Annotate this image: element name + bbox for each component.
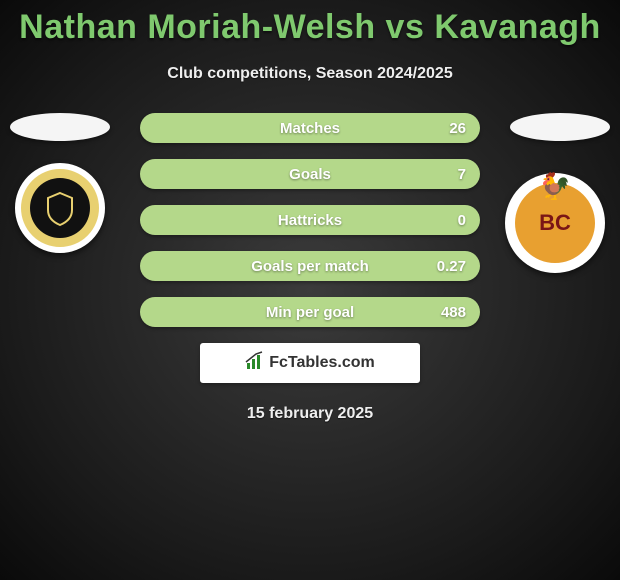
stat-value-right: 488 xyxy=(441,304,466,321)
crest-right-text: BC xyxy=(539,210,571,236)
site-logo: FcTables.com xyxy=(200,343,420,383)
comparison-panel: 🐓 BC Matches 26 Goals 7 Hattricks 0 Goal… xyxy=(0,113,620,327)
stat-row: Goals per match 0.27 xyxy=(140,251,480,281)
player-photo-right xyxy=(510,113,610,141)
stat-row: Matches 26 xyxy=(140,113,480,143)
page-subtitle: Club competitions, Season 2024/2025 xyxy=(0,65,620,83)
chart-icon xyxy=(245,351,265,376)
club-crest-left xyxy=(15,163,105,253)
stat-label: Goals xyxy=(289,166,331,183)
site-logo-text: FcTables.com xyxy=(269,354,375,372)
club-crest-right-inner: 🐓 BC xyxy=(515,183,595,263)
stat-row: Min per goal 488 xyxy=(140,297,480,327)
stat-label: Min per goal xyxy=(266,304,354,321)
stat-row: Hattricks 0 xyxy=(140,205,480,235)
stat-rows: Matches 26 Goals 7 Hattricks 0 Goals per… xyxy=(140,113,480,327)
stat-label: Matches xyxy=(280,120,340,137)
stat-row: Goals 7 xyxy=(140,159,480,189)
stat-label: Goals per match xyxy=(251,258,369,275)
stat-value-right: 0.27 xyxy=(437,258,466,275)
club-crest-right: 🐓 BC xyxy=(505,173,605,273)
stat-value-right: 0 xyxy=(458,212,466,229)
shield-icon xyxy=(40,188,80,228)
stat-value-right: 26 xyxy=(449,120,466,137)
stat-label: Hattricks xyxy=(278,212,342,229)
player-photo-left xyxy=(10,113,110,141)
club-crest-left-inner xyxy=(30,178,90,238)
rooster-icon: 🐓 xyxy=(539,171,571,202)
match-date: 15 february 2025 xyxy=(0,405,620,423)
page-title: Nathan Moriah-Welsh vs Kavanagh xyxy=(0,0,620,47)
stat-value-right: 7 xyxy=(458,166,466,183)
